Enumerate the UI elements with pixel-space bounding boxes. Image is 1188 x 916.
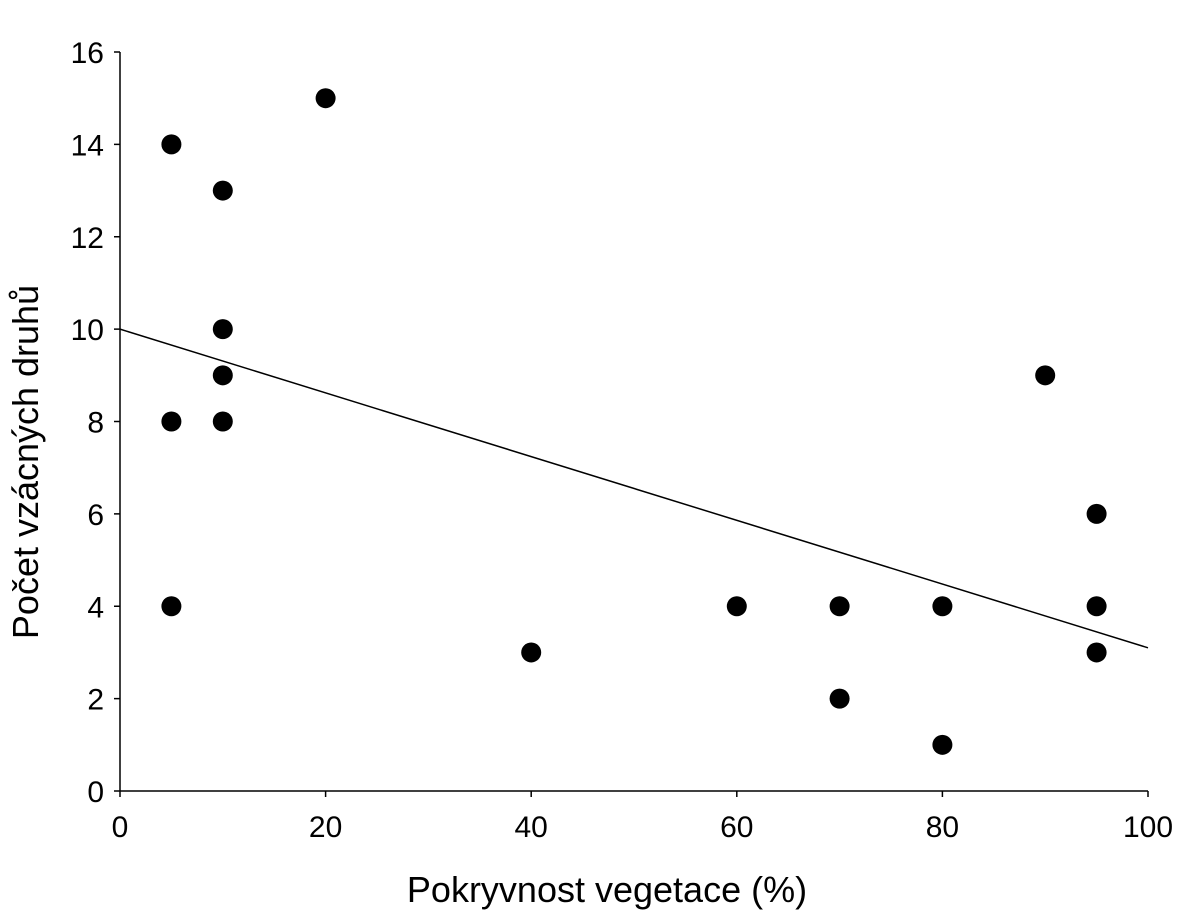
scatter-point — [1086, 642, 1107, 663]
x-tick-label: 20 — [309, 811, 342, 844]
x-tick-label: 40 — [515, 811, 548, 844]
x-tick-label: 0 — [112, 811, 129, 844]
scatter-point — [726, 596, 747, 617]
scatter-point — [932, 734, 953, 755]
y-tick-label: 6 — [87, 499, 104, 532]
scatter-point — [212, 411, 233, 432]
x-tick-label: 80 — [926, 811, 959, 844]
y-tick-label: 8 — [87, 407, 104, 440]
y-axis-title: Počet vzácných druhů — [5, 285, 46, 639]
scatter-point — [212, 180, 233, 201]
scatter-point — [932, 596, 953, 617]
scatter-point — [315, 88, 336, 109]
scatter-point — [521, 642, 542, 663]
scatter-point — [829, 596, 850, 617]
scatter-point — [829, 688, 850, 709]
trend-line — [119, 328, 1149, 649]
scatter-point — [1086, 503, 1107, 524]
x-axis-ticks: 0 20 40 60 80 100 — [112, 791, 1173, 844]
scatter-point — [1035, 365, 1056, 386]
scatter-point — [1086, 596, 1107, 617]
y-tick-label: 10 — [71, 314, 104, 347]
y-tick-label: 4 — [87, 591, 104, 624]
x-tick-label: 100 — [1123, 811, 1173, 844]
scatter-point — [212, 365, 233, 386]
x-axis-title: Pokryvnost vegetace (%) — [407, 869, 807, 910]
y-tick-label: 12 — [71, 222, 104, 255]
scatter-point — [212, 319, 233, 340]
scatter-point — [161, 134, 182, 155]
y-axis-ticks: 0 2 4 6 8 10 12 14 16 — [71, 37, 120, 809]
y-tick-label: 16 — [71, 37, 104, 70]
scatter-point — [161, 596, 182, 617]
y-tick-label: 2 — [87, 684, 104, 717]
x-tick-label: 60 — [720, 811, 753, 844]
data-points — [161, 88, 1107, 755]
y-tick-label: 0 — [87, 776, 104, 809]
scatter-point — [161, 411, 182, 432]
y-tick-label: 14 — [71, 129, 104, 162]
